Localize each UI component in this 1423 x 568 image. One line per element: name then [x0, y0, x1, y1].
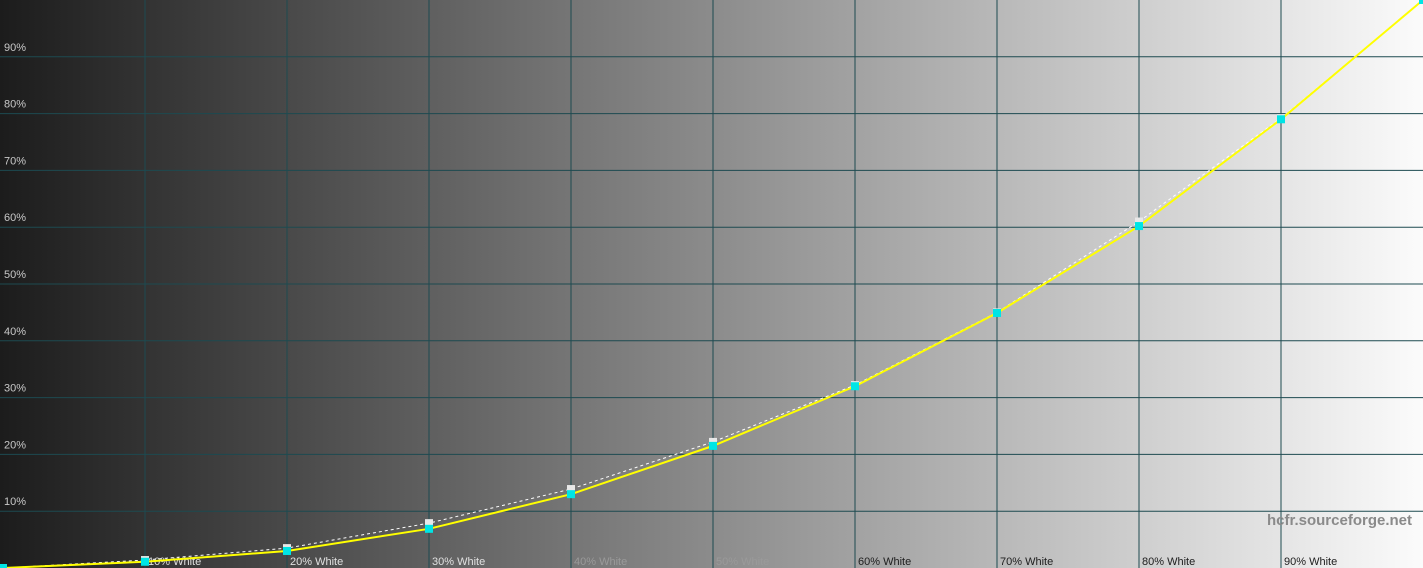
y-tick-label: 90% — [4, 42, 26, 54]
x-tick-label: 50% White — [716, 556, 769, 568]
x-tick-label: 30% White — [432, 556, 485, 568]
watermark: hcfr.sourceforge.net — [1267, 512, 1412, 529]
y-tick-label: 70% — [4, 155, 26, 167]
data-point — [567, 485, 575, 494]
y-tick-label: 30% — [4, 383, 26, 395]
y-tick-label: 10% — [4, 496, 26, 508]
data-point — [567, 490, 575, 499]
data-point — [709, 441, 717, 450]
y-tick-label: 20% — [4, 439, 26, 451]
data-point — [283, 546, 291, 555]
y-tick-label: 60% — [4, 212, 26, 224]
x-tick-label: 20% White — [290, 556, 343, 568]
x-tick-label: 80% White — [1142, 556, 1195, 568]
x-tick-label: 90% White — [1284, 556, 1337, 568]
data-point — [1135, 217, 1143, 226]
data-point — [993, 308, 1001, 317]
data-point — [425, 519, 433, 528]
y-tick-label: 80% — [4, 99, 26, 111]
data-point — [0, 564, 7, 568]
x-tick-label: 60% White — [858, 556, 911, 568]
data-point — [1277, 115, 1285, 124]
data-point — [1419, 0, 1423, 4]
y-tick-label: 50% — [4, 269, 26, 281]
data-point — [141, 557, 149, 566]
data-point — [1135, 222, 1143, 231]
y-tick-label: 40% — [4, 326, 26, 338]
data-point — [851, 382, 859, 391]
x-tick-label: 70% White — [1000, 556, 1053, 568]
x-tick-label: 40% White — [574, 556, 627, 568]
data-point — [425, 524, 433, 533]
